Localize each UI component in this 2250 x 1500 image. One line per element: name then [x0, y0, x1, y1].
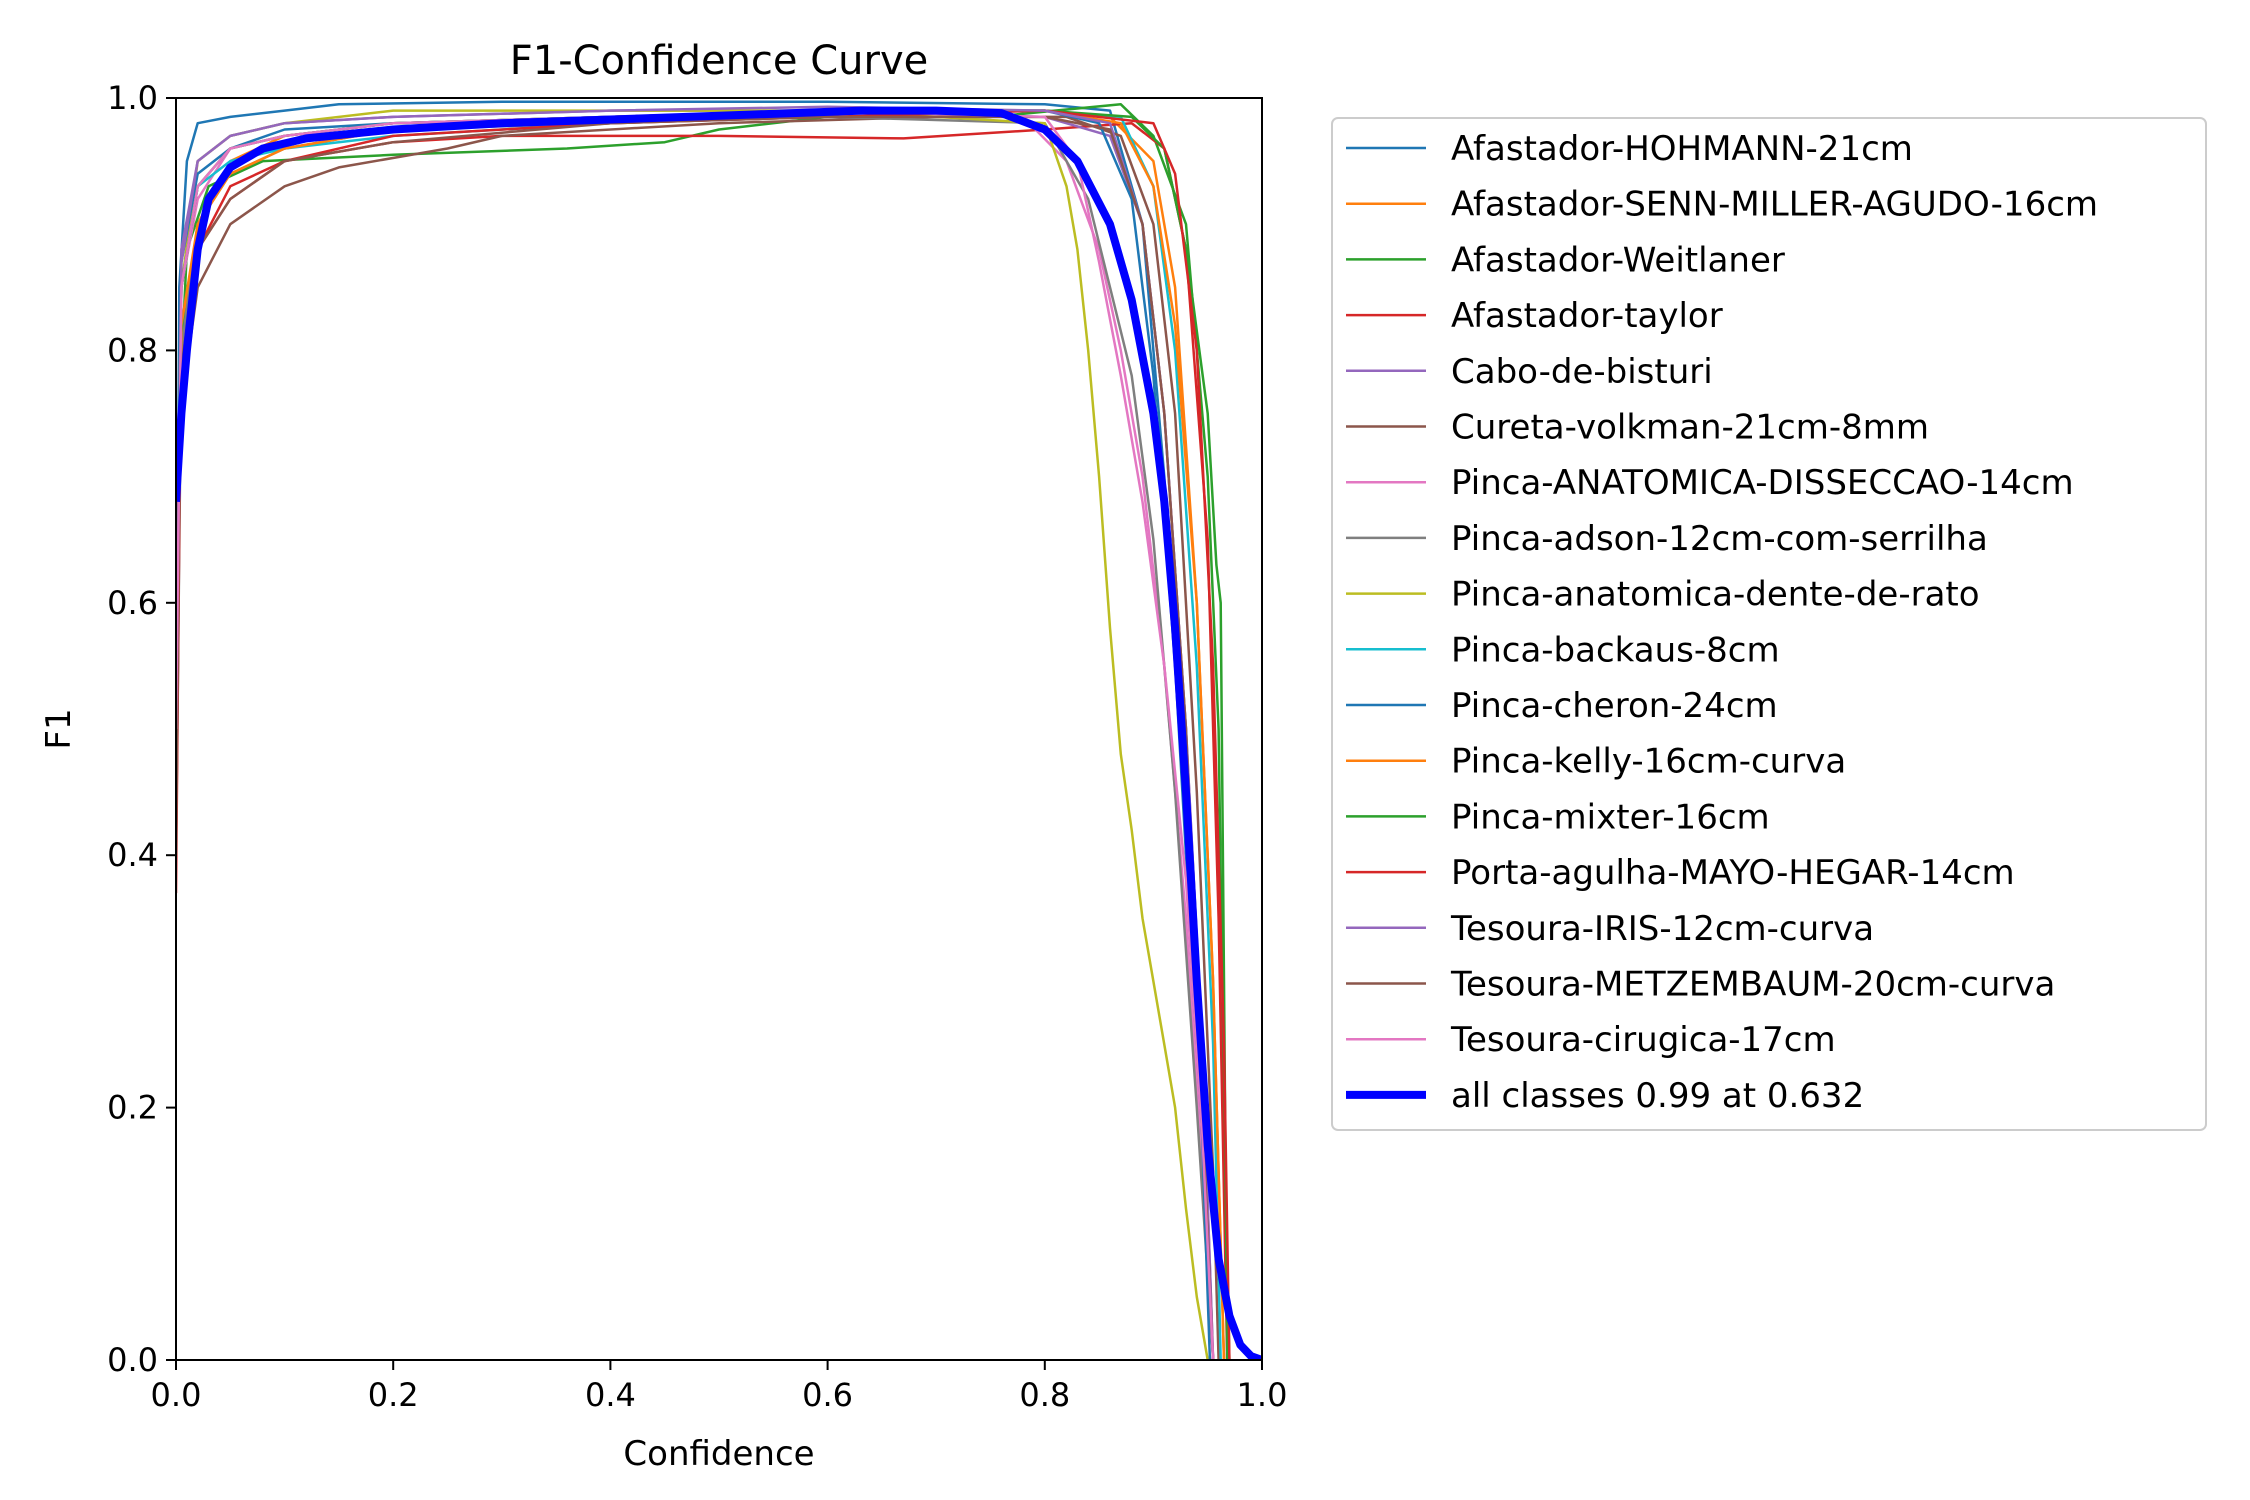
legend-label: Pinca-kelly-16cm-curva: [1451, 742, 1846, 782]
y-axis-label: F1: [39, 708, 79, 749]
legend-label: Tesoura-IRIS-12cm-curva: [1450, 909, 1874, 949]
legend-label: Pinca-adson-12cm-com-serrilha: [1451, 519, 1988, 559]
legend-label: Afastador-SENN-MILLER-AGUDO-16cm: [1451, 185, 2098, 225]
legend-label: Pinca-mixter-16cm: [1451, 797, 1770, 837]
legend-entries: Afastador-HOHMANN-21cm Afastador-SENN-MIL…: [1346, 129, 2098, 1116]
legend-label: Cabo-de-bisturi: [1451, 352, 1713, 392]
legend-label: Porta-agulha-MAYO-HEGAR-14cm: [1451, 853, 2015, 893]
y-tick-label: 0.4: [107, 836, 158, 874]
series-line-16: [176, 109, 1215, 1360]
chart-title: F1-Confidence Curve: [510, 38, 929, 84]
y-tick-label: 0.8: [107, 331, 158, 369]
legend-label: Pinca-backaus-8cm: [1451, 630, 1780, 670]
y-axis-ticks: 0.0 0.2 0.4 0.6 0.8 1.0: [107, 79, 176, 1379]
x-tick-label: 1.0: [1237, 1376, 1288, 1414]
x-tick-label: 0.8: [1019, 1376, 1070, 1414]
legend-label: Cureta-volkman-21cm-8mm: [1451, 408, 1929, 448]
legend: Afastador-HOHMANN-21cm Afastador-SENN-MIL…: [1331, 117, 2207, 1131]
x-axis-ticks: 0.0 0.2 0.4 0.6 0.8 1.0: [151, 1360, 1288, 1414]
y-tick-label: 0.6: [107, 584, 158, 622]
x-tick-label: 0.0: [151, 1376, 202, 1414]
legend-label: Pinca-anatomica-dente-de-rato: [1451, 575, 1980, 615]
series-line-15: [176, 115, 1215, 1360]
y-tick-label: 0.0: [107, 1341, 158, 1379]
y-tick-label: 1.0: [107, 79, 158, 117]
legend-frame: [1331, 117, 2207, 1131]
series-layer: [176, 100, 1262, 1360]
legend-label: Pinca-ANATOMICA-DISSECCAO-14cm: [1451, 463, 2074, 503]
legend-label: Tesoura-METZEMBAUM-20cm-curva: [1450, 965, 2055, 1005]
series-line-2: [176, 103, 1231, 1360]
legend-label: Afastador-Weitlaner: [1451, 240, 1785, 280]
series-line-5: [176, 115, 1220, 1360]
series-line-17: [176, 106, 1262, 1360]
legend-label: Afastador-HOHMANN-21cm: [1451, 129, 1913, 169]
x-tick-label: 0.4: [585, 1376, 636, 1414]
x-tick-label: 0.2: [368, 1376, 419, 1414]
legend-label: all classes 0.99 at 0.632: [1451, 1076, 1864, 1116]
y-tick-label: 0.2: [107, 1089, 158, 1127]
x-axis-label: Confidence: [623, 1434, 814, 1474]
legend-label: Afastador-taylor: [1451, 296, 1723, 336]
legend-label: Pinca-cheron-24cm: [1451, 686, 1778, 726]
plot-area: 0.0 0.2 0.4 0.6 0.8 1.0 0.0 0.2 0.4 0.6 0.8 1.0: [107, 79, 1287, 1414]
legend-label: Tesoura-cirugica-17cm: [1450, 1020, 1836, 1060]
x-tick-label: 0.6: [802, 1376, 853, 1414]
plot-frame: [175, 97, 1263, 1361]
